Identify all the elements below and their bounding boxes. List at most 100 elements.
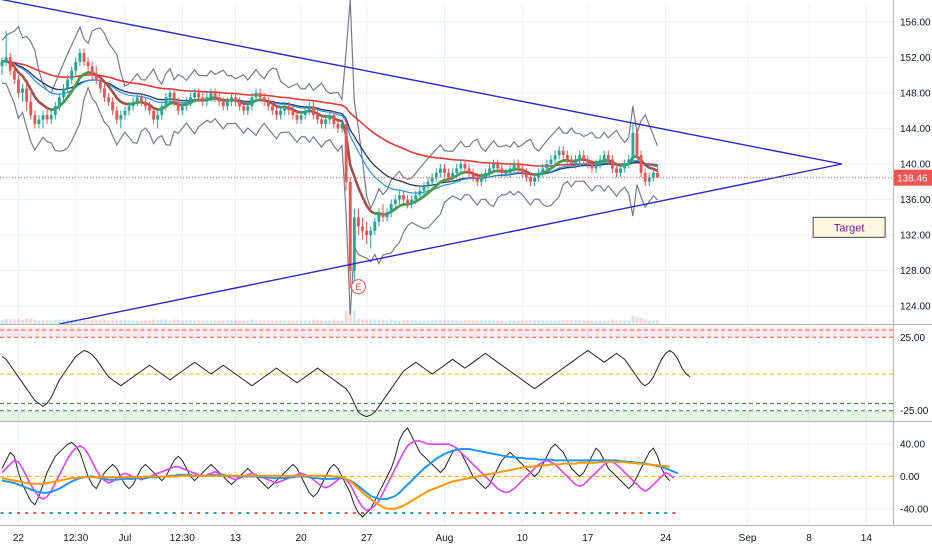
candle-body xyxy=(148,106,151,111)
candle-body xyxy=(553,155,557,160)
volume-bar xyxy=(533,320,537,324)
volume-bar xyxy=(561,320,565,324)
earnings-circle xyxy=(350,279,366,295)
osc2-signal-dot xyxy=(123,512,127,514)
volume-bar xyxy=(148,320,151,324)
candle-body xyxy=(57,97,61,107)
candle-body xyxy=(541,168,545,173)
volume-bar xyxy=(524,320,528,324)
candle xyxy=(615,164,618,178)
volume-bar xyxy=(53,319,57,324)
osc1-line xyxy=(1,349,691,418)
candle xyxy=(57,92,61,111)
candle xyxy=(123,106,127,120)
candle-body xyxy=(316,115,319,120)
osc2-signal-dot xyxy=(0,512,4,514)
candle-body xyxy=(324,119,328,124)
osc2-signal-dot xyxy=(49,512,53,514)
candle xyxy=(516,159,520,173)
candle-body xyxy=(516,164,520,169)
candle-body xyxy=(438,168,442,173)
volume-bar xyxy=(279,320,283,324)
osc2-signal-dot xyxy=(295,512,299,514)
osc2-signal-dot xyxy=(369,512,373,514)
time-tick-label-9: 17 xyxy=(582,533,594,544)
volume-bar xyxy=(520,320,524,324)
osc2-signal-dot xyxy=(246,512,250,514)
candle xyxy=(549,155,553,169)
volume-bar xyxy=(316,320,319,324)
candle-body xyxy=(127,106,131,111)
volume-bar xyxy=(4,318,8,324)
time-tick-label-0: 22 xyxy=(13,533,25,544)
osc2-signal-dot xyxy=(25,512,29,514)
oscillator-panel-2[interactable]: 40.00 0.00 -40.00 xyxy=(0,424,929,525)
osc2-signal-dot xyxy=(639,512,643,514)
volume-bar xyxy=(586,320,590,324)
candle xyxy=(316,110,319,124)
osc2-signal-dot xyxy=(279,512,283,514)
volume-bar xyxy=(570,320,573,324)
oscillator-panel-1[interactable]: 25.00 -25.00 xyxy=(0,327,932,422)
candle xyxy=(205,92,209,107)
volume-bar xyxy=(246,320,250,324)
volume-bar xyxy=(111,319,115,324)
candle-body xyxy=(373,221,377,231)
candle xyxy=(430,172,434,187)
candle-body xyxy=(320,119,323,124)
osc2-signal-dot xyxy=(238,512,242,514)
volume-bar xyxy=(94,320,98,324)
candle-body xyxy=(74,61,78,71)
candle xyxy=(49,110,53,124)
volume-bar xyxy=(135,320,139,324)
candle-body xyxy=(270,106,274,111)
candle-body xyxy=(303,110,307,116)
osc2-signal-dot xyxy=(508,512,512,514)
volume-bar xyxy=(610,319,614,324)
osc2-signal-dot xyxy=(500,512,504,514)
candle-body xyxy=(193,92,197,98)
volume-bar xyxy=(516,320,520,324)
candle xyxy=(565,150,569,164)
candle-body xyxy=(578,155,582,160)
volume-bar xyxy=(455,320,459,324)
volume-bar xyxy=(529,320,532,324)
candle xyxy=(148,101,151,116)
osc1-tick-label-0: 25.00 xyxy=(900,333,925,344)
earnings-letter: E xyxy=(355,282,361,292)
candle-body xyxy=(299,115,303,120)
candle xyxy=(397,190,401,204)
volume-bar xyxy=(82,319,86,324)
osc2-signal-dot xyxy=(565,512,569,514)
osc2-signal-dot xyxy=(442,512,446,514)
candle xyxy=(324,115,328,129)
candle xyxy=(381,204,385,222)
osc2-signal-dot xyxy=(197,512,201,514)
candle xyxy=(443,164,446,178)
candle-body xyxy=(86,61,90,67)
candle-body xyxy=(410,199,414,204)
volume-bar xyxy=(143,320,147,324)
candle-body xyxy=(12,70,16,80)
candle xyxy=(213,88,217,102)
candle-body xyxy=(623,164,627,169)
volume-bar xyxy=(578,320,582,324)
osc2-signal-dot xyxy=(361,512,365,514)
time-tick-label-11: Sep xyxy=(739,533,757,544)
osc2-signal-dot xyxy=(582,512,586,514)
osc2-signal-dot xyxy=(377,512,381,514)
candle xyxy=(463,159,467,173)
candle-body xyxy=(258,92,262,98)
price-panel[interactable]: 156.00 152.00 148.00 144.00 140.00 136.00 132.… xyxy=(0,0,932,325)
volume-bar xyxy=(467,320,471,324)
candle-body xyxy=(189,97,192,102)
time-tick-label-7: Aug xyxy=(436,533,454,544)
candle-body xyxy=(570,159,573,164)
candle xyxy=(422,181,426,196)
candle-body xyxy=(496,164,500,169)
candle xyxy=(164,92,168,111)
candle-body xyxy=(340,124,344,129)
osc2-signal-dot xyxy=(148,512,152,514)
volume-bar xyxy=(602,320,606,324)
